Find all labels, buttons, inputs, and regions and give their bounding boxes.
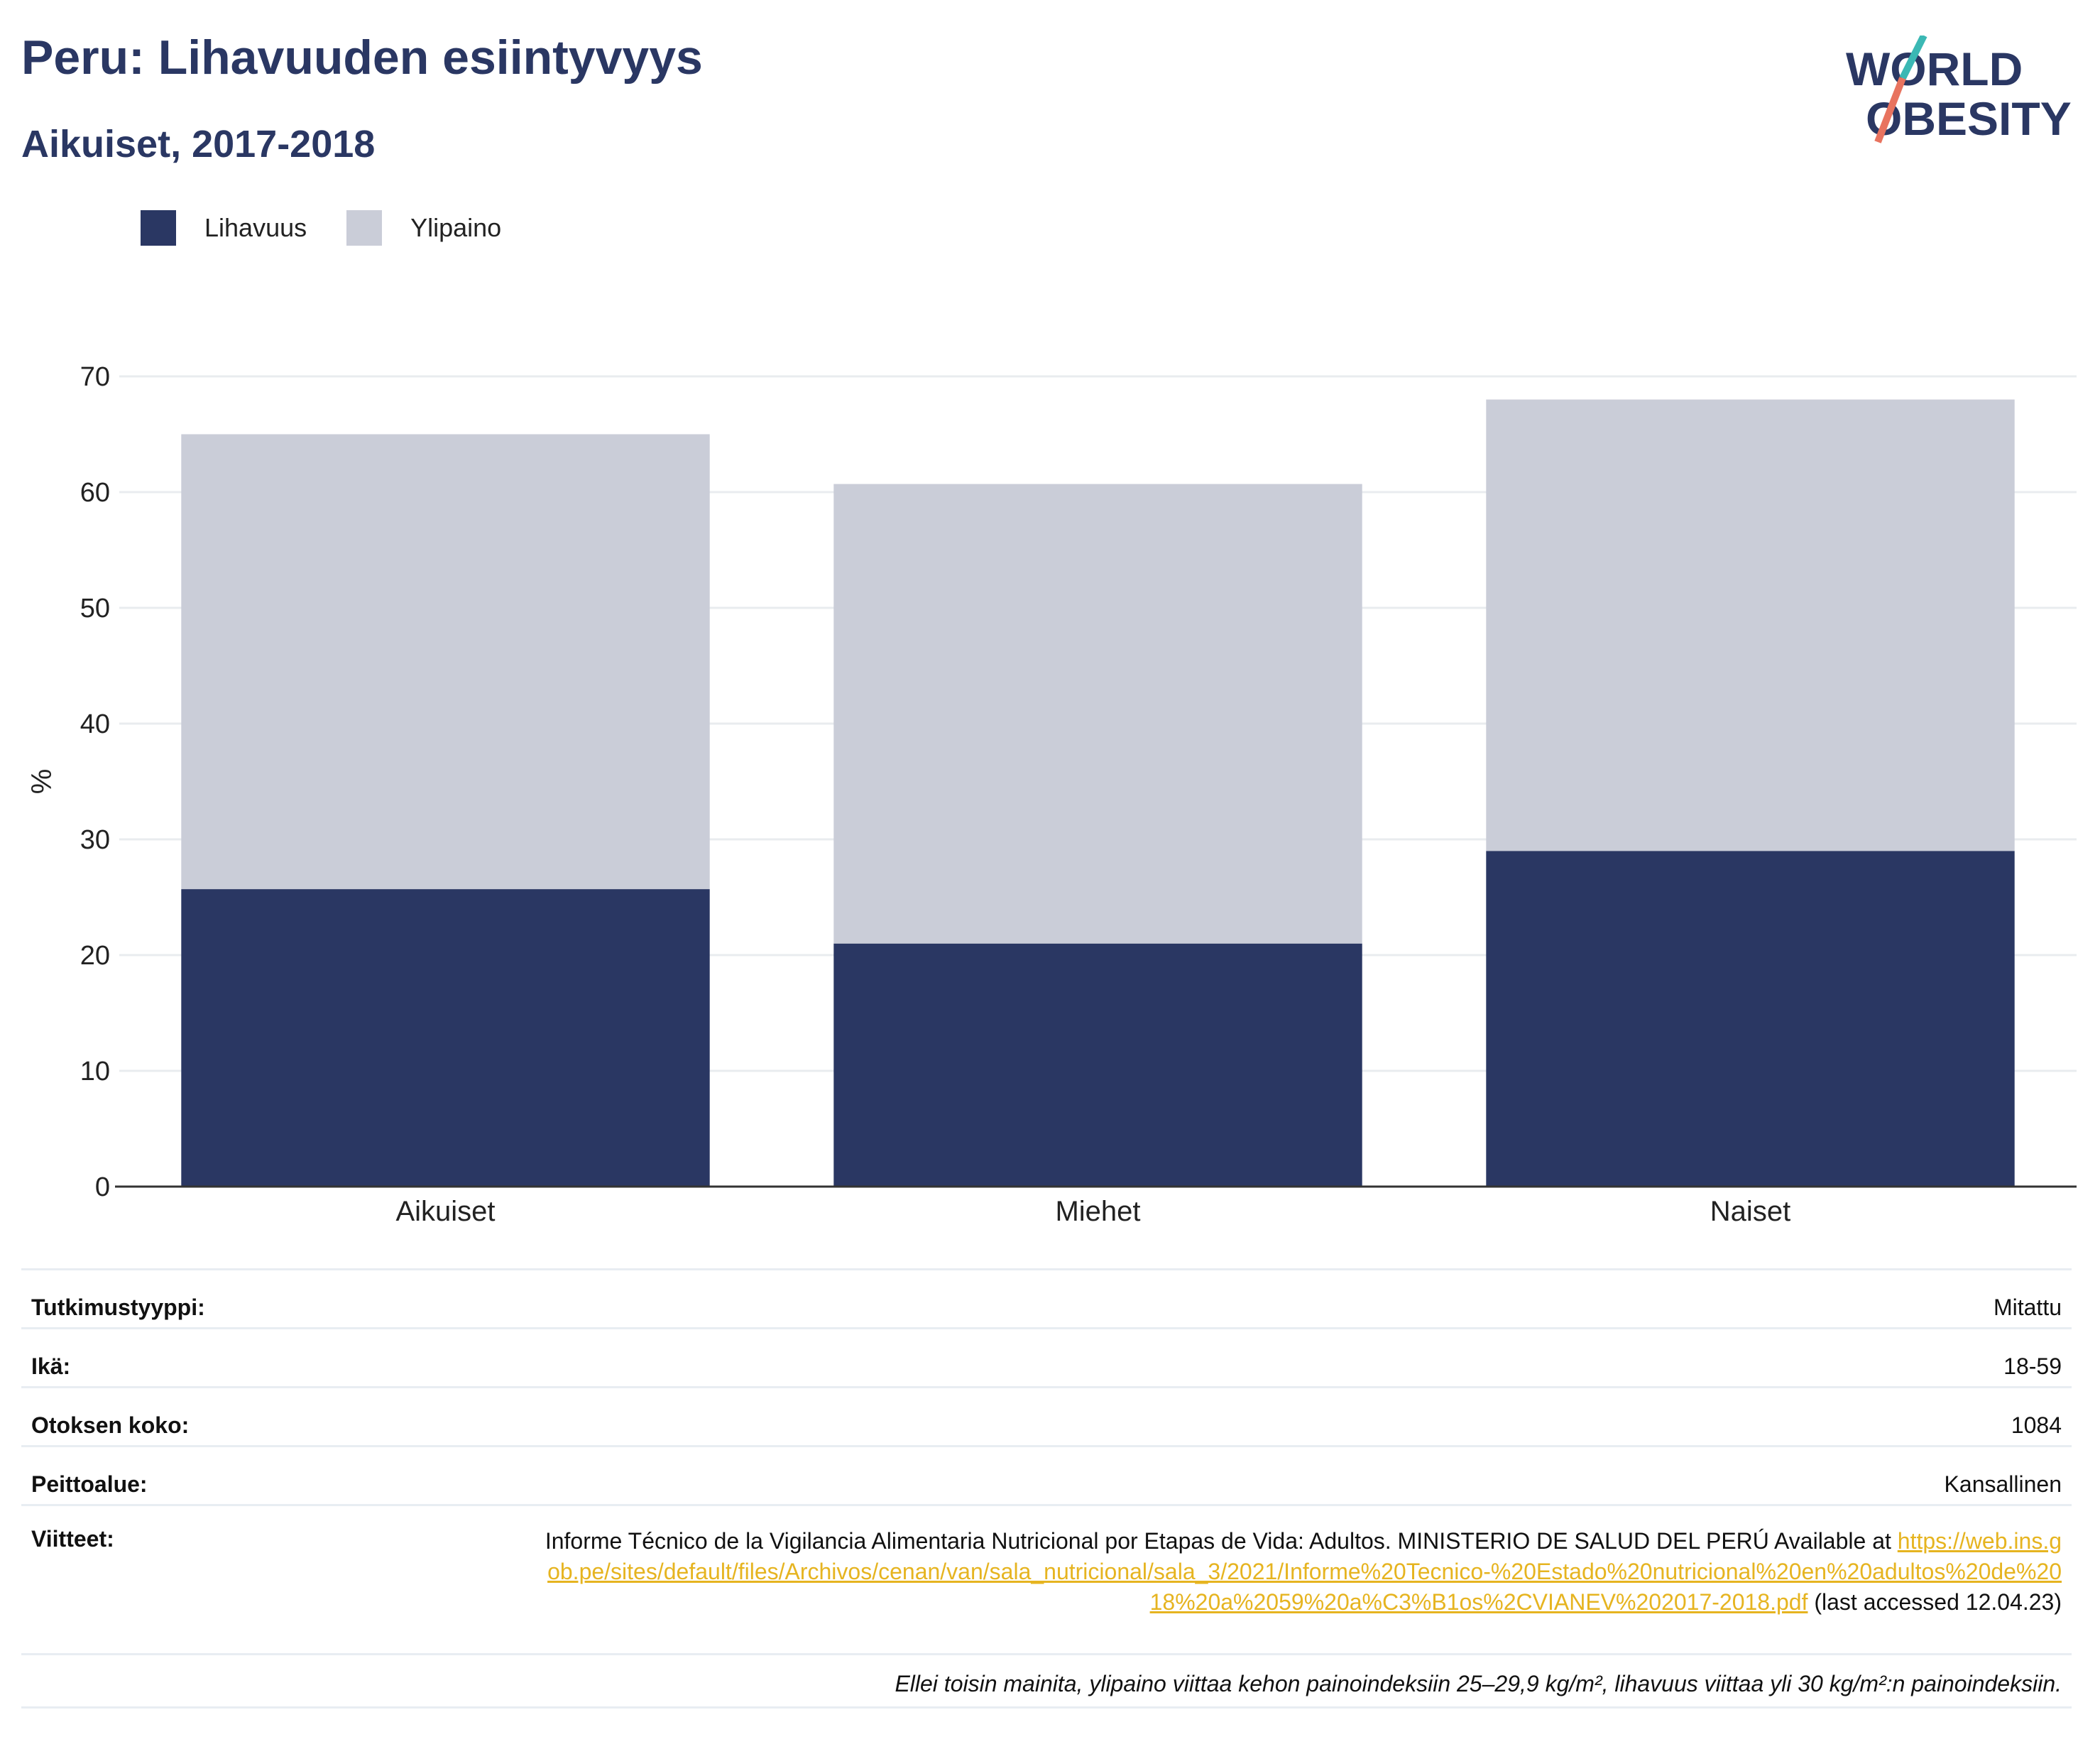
- y-tick-label: 60: [80, 478, 110, 508]
- y-tick-label: 20: [80, 941, 110, 971]
- chart-title: Peru: Lihavuuden esiintyvyys: [21, 31, 703, 85]
- legend-item-ylipaino: Ylipaino: [346, 210, 501, 246]
- logo-line1: WORLD: [1846, 43, 2023, 95]
- logo-slash-teal: [1899, 36, 1927, 80]
- info-row-references: Viitteet: Informe Técnico de la Vigilanc…: [21, 1504, 2072, 1653]
- reference-link[interactable]: https://web.ins.gob.pe/sites/default/fil…: [547, 1528, 2062, 1615]
- bar-ylipaino-naiset: [1486, 399, 2015, 851]
- info-value: 18-59: [2003, 1353, 2062, 1379]
- y-tick-label: 50: [80, 594, 110, 623]
- logo-line2: OBESITY: [1866, 92, 2072, 145]
- reference-citation: Informe Técnico de la Vigilancia Aliment…: [545, 1528, 1891, 1554]
- x-tick-label: Naiset: [1710, 1196, 1790, 1227]
- info-value: 1084: [2011, 1412, 2062, 1438]
- world-obesity-logo: WORLD OBESITY: [1846, 36, 2072, 145]
- info-label: Tutkimustyyppi:: [31, 1295, 205, 1320]
- chart-subtitle: Aikuiset, 2017-2018: [21, 123, 376, 165]
- x-tick-label: Aikuiset: [395, 1196, 495, 1227]
- y-tick-label: 10: [80, 1057, 110, 1086]
- legend-swatch-ylipaino: [346, 210, 383, 246]
- study-info-table: Tutkimustyyppi: Mitattu Ikä: 18-59 Otoks…: [21, 1268, 2072, 1709]
- y-tick-label: 0: [95, 1172, 110, 1202]
- info-row-study-type: Tutkimustyyppi: Mitattu: [21, 1268, 2072, 1327]
- legend-item-lihavuus: Lihavuus: [141, 210, 307, 246]
- footnote-row: Ellei toisin mainita, ylipaino viittaa k…: [21, 1653, 2072, 1709]
- bar-ylipaino-miehet: [833, 484, 1362, 944]
- y-tick-label: 40: [80, 709, 110, 739]
- y-tick-label: 70: [80, 362, 110, 392]
- footnote: Ellei toisin mainita, ylipaino viittaa k…: [895, 1671, 2062, 1696]
- bar-lihavuus-aikuiset: [181, 889, 710, 1187]
- y-axis-label: %: [26, 769, 58, 795]
- info-label: Ikä:: [31, 1353, 71, 1379]
- info-label: Otoksen koko:: [31, 1412, 190, 1438]
- bar-lihavuus-naiset: [1486, 851, 2015, 1187]
- info-row-sample-size: Otoksen koko: 1084: [21, 1386, 2072, 1445]
- bar-lihavuus-miehet: [833, 943, 1362, 1187]
- info-row-age: Ikä: 18-59: [21, 1327, 2072, 1386]
- bar-ylipaino-aikuiset: [181, 434, 710, 890]
- legend-label-ylipaino: Ylipaino: [410, 213, 502, 242]
- references-text: Informe Técnico de la Vigilancia Aliment…: [535, 1526, 2062, 1618]
- info-value: Kansallinen: [1944, 1471, 2062, 1497]
- info-label: Viitteet:: [31, 1526, 114, 1552]
- logo-slash-coral: [1874, 77, 1906, 143]
- info-row-coverage: Peittoalue: Kansallinen: [21, 1445, 2072, 1504]
- legend-swatch-lihavuus: [141, 210, 176, 246]
- info-label: Peittoalue:: [31, 1471, 148, 1497]
- reference-access-note: (last accessed 12.04.23): [1814, 1589, 2062, 1615]
- info-value: Mitattu: [1993, 1295, 2062, 1320]
- y-tick-label: 30: [80, 825, 110, 855]
- legend: Lihavuus Ylipaino: [141, 210, 541, 246]
- legend-label-lihavuus: Lihavuus: [204, 213, 307, 242]
- x-tick-label: Miehet: [1055, 1196, 1140, 1227]
- stacked-bar-chart: 0 10 20 30 40 50 60 70% Aikuiset Miehet Naiset: [26, 362, 2077, 1227]
